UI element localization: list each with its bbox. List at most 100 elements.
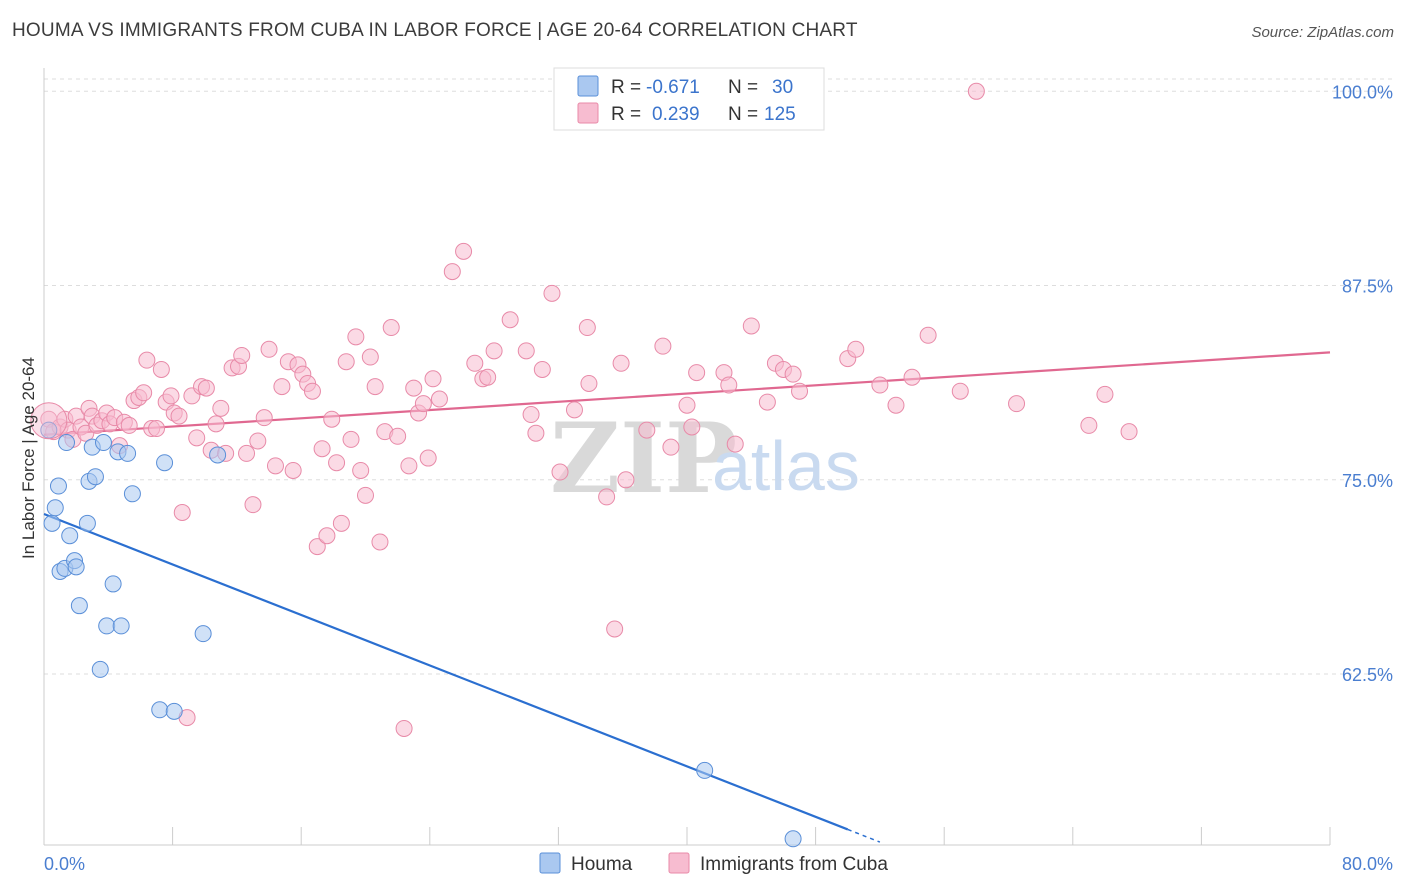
cuba-point bbox=[395, 719, 413, 737]
chart-title: HOUMA VS IMMIGRANTS FROM CUBA IN LABOR F… bbox=[12, 20, 858, 41]
legend-n-value: 30 bbox=[772, 77, 793, 98]
cuba-point bbox=[303, 382, 321, 400]
cuba-point bbox=[654, 337, 672, 355]
houma-point bbox=[43, 514, 61, 532]
cuba-point bbox=[328, 454, 346, 472]
cuba-point bbox=[313, 440, 331, 458]
cuba-point bbox=[371, 533, 389, 551]
cuba-point bbox=[578, 319, 596, 337]
cuba-point bbox=[414, 395, 432, 413]
cuba-point bbox=[606, 620, 624, 638]
y-tick-label: 87.5% bbox=[1342, 277, 1393, 297]
x-tick-label-min: 0.0% bbox=[44, 854, 85, 874]
cuba-point bbox=[273, 378, 291, 396]
cuba-point bbox=[951, 382, 969, 400]
watermark: ZIP atlas bbox=[550, 402, 860, 515]
chart-source: Source: ZipAtlas.com bbox=[1251, 24, 1394, 41]
top-legend: R = -0.671 N = 30 R = 0.239 N = 125 bbox=[553, 67, 825, 131]
legend-r-value: 0.239 bbox=[652, 104, 700, 125]
legend-r-label: R = bbox=[611, 104, 641, 125]
cuba-point bbox=[405, 379, 423, 397]
cuba-point bbox=[887, 396, 905, 414]
cuba-point bbox=[967, 82, 985, 100]
cuba-point bbox=[361, 348, 379, 366]
y-tick-label: 100.0% bbox=[1332, 82, 1393, 102]
cuba-point bbox=[443, 263, 461, 281]
houma-point bbox=[61, 527, 79, 545]
cuba-point bbox=[170, 407, 188, 425]
cuba-point bbox=[683, 418, 701, 436]
cuba-point bbox=[249, 432, 267, 450]
cuba-point bbox=[903, 368, 921, 386]
legend-box bbox=[553, 67, 825, 131]
bottom-legend: Houma Immigrants from Cuba bbox=[539, 852, 888, 875]
houma-point bbox=[104, 575, 122, 593]
houma-point bbox=[696, 761, 714, 779]
cuba-point bbox=[430, 390, 448, 408]
x-tick-label-max: 80.0% bbox=[1342, 854, 1393, 874]
cuba-point bbox=[389, 427, 407, 445]
houma-point bbox=[151, 701, 169, 719]
houma-point bbox=[58, 434, 76, 452]
cuba-point bbox=[638, 421, 656, 439]
cuba-point bbox=[197, 379, 215, 397]
cuba-point bbox=[543, 284, 561, 302]
cuba-point bbox=[238, 444, 256, 462]
cuba-point bbox=[466, 354, 484, 372]
cuba-point bbox=[162, 387, 180, 405]
houma-point bbox=[49, 477, 67, 495]
cuba-point bbox=[847, 340, 865, 358]
houma-point bbox=[70, 597, 88, 615]
cuba-point bbox=[120, 416, 138, 434]
cuba-point bbox=[188, 429, 206, 447]
houma-point bbox=[784, 830, 802, 848]
cuba-point bbox=[1080, 416, 1098, 434]
cuba-point bbox=[688, 364, 706, 382]
cuba-point bbox=[357, 486, 374, 504]
cuba-point bbox=[152, 360, 170, 378]
cuba-point bbox=[173, 503, 191, 521]
cuba-point bbox=[758, 393, 776, 411]
cuba-point bbox=[598, 488, 616, 506]
cuba-point bbox=[612, 354, 630, 372]
cuba-point bbox=[1096, 385, 1114, 403]
cuba-point bbox=[318, 527, 336, 545]
cuba-point bbox=[400, 457, 418, 475]
cuba-point bbox=[244, 496, 262, 514]
cuba-point bbox=[580, 374, 598, 392]
cuba-point bbox=[501, 311, 519, 329]
y-tick-label: 75.0% bbox=[1342, 471, 1393, 491]
cuba-point bbox=[382, 319, 400, 337]
cuba-point bbox=[455, 242, 473, 260]
bottom-legend-cuba: Immigrants from Cuba bbox=[700, 854, 888, 875]
cuba-point bbox=[742, 317, 760, 335]
cuba-point bbox=[212, 399, 230, 417]
axes-layer bbox=[43, 68, 1331, 846]
legend-n-label: N = bbox=[728, 77, 758, 98]
houma-point bbox=[78, 514, 96, 532]
cuba-point bbox=[919, 326, 937, 344]
cuba-point bbox=[527, 424, 545, 442]
houma-point bbox=[123, 485, 141, 503]
houma-point bbox=[156, 454, 174, 472]
cuba-point bbox=[332, 514, 350, 532]
x-tick-labels: 0.0% 80.0% bbox=[44, 854, 1393, 874]
houma-point bbox=[91, 660, 109, 678]
cuba-point bbox=[266, 457, 284, 475]
cuba-point bbox=[337, 353, 355, 371]
legend-swatch-houma bbox=[577, 75, 599, 97]
cuba-point bbox=[148, 420, 166, 438]
legend-row-cuba: R = 0.239 N = 125 bbox=[577, 102, 796, 125]
houma-point bbox=[194, 625, 212, 643]
legend-swatch-cuba bbox=[577, 102, 599, 124]
legend-row-houma: R = -0.671 N = 30 bbox=[577, 75, 793, 98]
cuba-point bbox=[871, 376, 889, 394]
cuba-point-cluster bbox=[30, 402, 68, 440]
cuba-point bbox=[260, 340, 278, 358]
cuba-point bbox=[284, 461, 302, 479]
bottom-legend-swatch-cuba bbox=[668, 852, 690, 874]
houma-point bbox=[40, 421, 58, 439]
houma-point bbox=[165, 702, 183, 720]
legend-n-label: N = bbox=[728, 104, 758, 125]
